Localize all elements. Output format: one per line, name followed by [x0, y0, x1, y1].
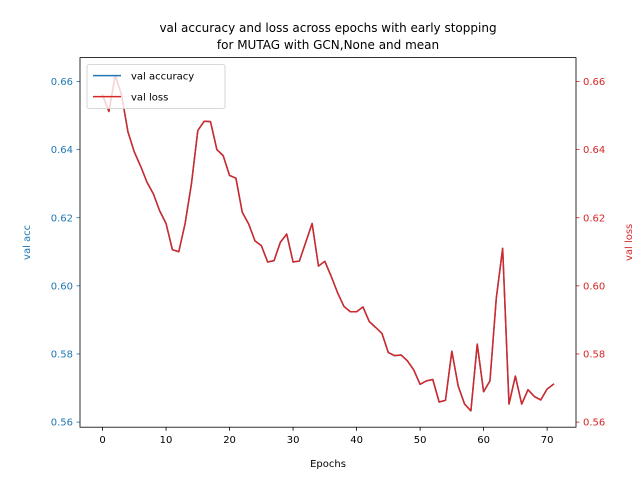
y-right-tick-label: 0.58	[583, 350, 605, 361]
y-left-tick-label: 0.56	[51, 418, 73, 429]
y-right-tick-label: 0.64	[583, 145, 605, 156]
x-tick-label: 50	[414, 435, 427, 446]
x-tick-label: 40	[350, 435, 363, 446]
y-right-tick-label: 0.60	[583, 281, 605, 292]
x-tick-label: 70	[541, 435, 554, 446]
x-tick-label: 60	[477, 435, 490, 446]
x-tick-label: 10	[160, 435, 173, 446]
chart-title-line2: for MUTAG with GCN,None and mean	[217, 38, 439, 52]
series-layer	[101, 74, 555, 412]
y-left-tick-label: 0.58	[51, 350, 73, 361]
y-axis-left-label: val acc	[22, 225, 33, 260]
legend-label-val-loss: val loss	[131, 92, 168, 103]
chart-title-line1: val accuracy and loss across epochs with…	[159, 21, 496, 35]
y-left-tick-label: 0.62	[51, 213, 73, 224]
y-right-tick-label: 0.56	[583, 418, 605, 429]
y-left-tick-label: 0.64	[51, 145, 73, 156]
tick-layer: 0 10 20 30 40 50 60 70 0.56 0.56 0.58 0.58 0.60 0.60 0…	[51, 77, 606, 446]
plot-frame	[79, 57, 577, 428]
x-tick-label: 30	[287, 435, 300, 446]
legend-frame	[86, 64, 226, 109]
legend: val accuracy val loss	[86, 64, 226, 109]
x-axis-label: Epochs	[310, 459, 346, 470]
legend-label-val-accuracy: val accuracy	[131, 71, 194, 82]
y-left-tick-label: 0.66	[51, 77, 73, 88]
y-right-tick-label: 0.62	[583, 213, 605, 224]
series-line-val-loss	[101, 74, 555, 412]
y-right-tick-label: 0.66	[583, 77, 605, 88]
x-tick-label: 0	[99, 435, 105, 446]
y-left-tick-label: 0.60	[51, 281, 73, 292]
y-axis-right-label: val loss	[624, 224, 635, 261]
x-tick-label: 20	[223, 435, 236, 446]
